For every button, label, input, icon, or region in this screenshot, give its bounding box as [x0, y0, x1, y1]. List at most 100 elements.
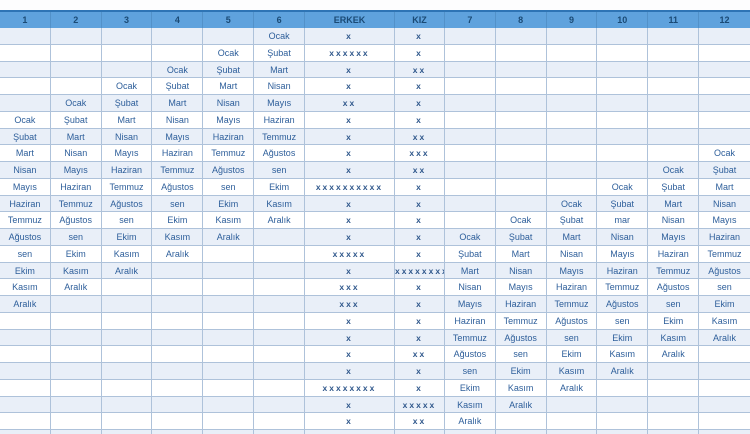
month-cell[interactable] [597, 61, 649, 79]
month-cell[interactable]: Temmuz [597, 279, 649, 296]
month-cell[interactable] [444, 145, 496, 162]
month-cell[interactable] [152, 413, 204, 430]
count-cell[interactable]: x [304, 111, 395, 129]
month-cell[interactable] [648, 145, 700, 162]
month-cell[interactable]: Ağustos [648, 279, 700, 296]
month-cell[interactable]: Kasım [699, 313, 750, 330]
count-cell[interactable]: x [304, 413, 395, 430]
month-cell[interactable]: Şubat [546, 212, 598, 229]
month-cell[interactable] [101, 346, 153, 363]
month-cell[interactable]: sen [495, 346, 547, 363]
month-cell[interactable]: Mart [254, 61, 305, 79]
month-cell[interactable] [0, 413, 51, 430]
month-cell[interactable]: Ağustos [50, 212, 102, 229]
count-cell[interactable]: x [394, 245, 445, 263]
month-cell[interactable]: Temmuz [152, 162, 204, 179]
count-cell[interactable]: xxxxx [394, 396, 445, 414]
month-cell[interactable]: Mayıs [50, 162, 102, 179]
month-cell[interactable] [203, 396, 255, 414]
month-cell[interactable]: Ekim [444, 379, 496, 397]
month-cell[interactable]: Ağustos [699, 263, 750, 280]
month-cell[interactable]: mar [597, 212, 649, 229]
count-cell[interactable]: x [394, 111, 445, 129]
month-cell[interactable] [495, 413, 547, 430]
month-cell[interactable] [546, 178, 598, 196]
month-cell[interactable] [597, 430, 649, 434]
month-cell[interactable]: Mayıs [546, 262, 598, 280]
month-cell[interactable]: Mayıs [597, 245, 649, 263]
month-cell[interactable] [648, 78, 700, 95]
month-cell[interactable] [102, 430, 153, 434]
count-cell[interactable]: x [304, 195, 395, 213]
column-header[interactable]: KIZ [395, 12, 445, 28]
count-cell[interactable]: xx [394, 162, 445, 179]
month-cell[interactable] [495, 178, 547, 196]
month-cell[interactable] [254, 229, 305, 246]
month-cell[interactable]: Ağustos [152, 178, 204, 196]
month-cell[interactable] [699, 397, 750, 414]
month-cell[interactable]: Haziran [152, 145, 204, 162]
column-header[interactable]: ERKEK [305, 12, 395, 28]
month-cell[interactable] [444, 162, 496, 179]
count-cell[interactable]: xxxxxxxxxx [304, 178, 395, 196]
month-cell[interactable] [51, 430, 102, 434]
count-cell[interactable]: xxxxxx [304, 44, 395, 62]
column-header[interactable]: 7 [445, 12, 496, 28]
month-cell[interactable]: Aralık [254, 212, 305, 229]
month-cell[interactable] [546, 95, 598, 112]
column-header[interactable]: 3 [102, 12, 153, 28]
month-cell[interactable]: Temmuz [648, 262, 700, 280]
month-cell[interactable]: Haziran [444, 312, 496, 330]
month-cell[interactable]: Kasım [546, 363, 598, 380]
month-cell[interactable]: Ocak [546, 195, 598, 213]
month-cell[interactable]: Haziran [597, 262, 649, 280]
count-cell[interactable]: xx [394, 346, 445, 363]
month-cell[interactable]: Mart [444, 262, 496, 280]
count-cell[interactable]: xxxxxxxx [394, 262, 445, 280]
month-cell[interactable]: Nisan [203, 95, 255, 112]
month-cell[interactable] [50, 346, 102, 363]
month-cell[interactable]: Şubat [152, 78, 204, 95]
month-cell[interactable] [699, 112, 750, 129]
month-cell[interactable]: Nisan [50, 145, 102, 162]
month-cell[interactable] [495, 145, 547, 162]
column-header[interactable]: 9 [547, 12, 598, 28]
month-cell[interactable] [152, 296, 204, 313]
count-cell[interactable]: x [394, 44, 445, 62]
month-cell[interactable]: Şubat [101, 95, 153, 112]
month-cell[interactable]: Kasım [648, 329, 700, 347]
month-cell[interactable]: Temmuz [203, 145, 255, 162]
month-cell[interactable] [254, 363, 305, 380]
month-cell[interactable]: Haziran [648, 245, 700, 263]
month-cell[interactable]: Kasım [101, 245, 153, 263]
month-cell[interactable]: Şubat [699, 162, 750, 179]
month-cell[interactable] [648, 396, 700, 414]
month-cell[interactable] [101, 379, 153, 397]
month-cell[interactable]: Aralık [648, 346, 700, 363]
month-cell[interactable]: Mayıs [101, 145, 153, 162]
month-cell[interactable]: Temmuz [546, 296, 598, 313]
month-cell[interactable] [0, 329, 51, 347]
month-cell[interactable] [0, 430, 51, 434]
month-cell[interactable] [546, 28, 598, 45]
count-cell[interactable]: x [394, 212, 445, 229]
month-cell[interactable] [496, 430, 547, 434]
month-cell[interactable] [50, 44, 102, 62]
month-cell[interactable] [50, 329, 102, 347]
month-cell[interactable] [254, 329, 305, 347]
month-cell[interactable]: sen [699, 279, 750, 296]
month-cell[interactable] [0, 78, 51, 95]
month-cell[interactable]: Ekim [546, 346, 598, 363]
month-cell[interactable] [203, 262, 255, 280]
month-cell[interactable] [495, 61, 547, 79]
count-cell[interactable]: x [304, 212, 395, 229]
count-cell[interactable]: x [304, 396, 395, 414]
month-cell[interactable]: Haziran [699, 229, 750, 246]
count-cell[interactable]: x [394, 28, 445, 45]
column-header[interactable]: 2 [51, 12, 102, 28]
month-cell[interactable] [203, 296, 255, 313]
month-cell[interactable]: Ağustos [203, 162, 255, 179]
month-cell[interactable]: Mart [101, 111, 153, 129]
month-cell[interactable] [546, 78, 598, 95]
month-cell[interactable]: Ekim [50, 245, 102, 263]
